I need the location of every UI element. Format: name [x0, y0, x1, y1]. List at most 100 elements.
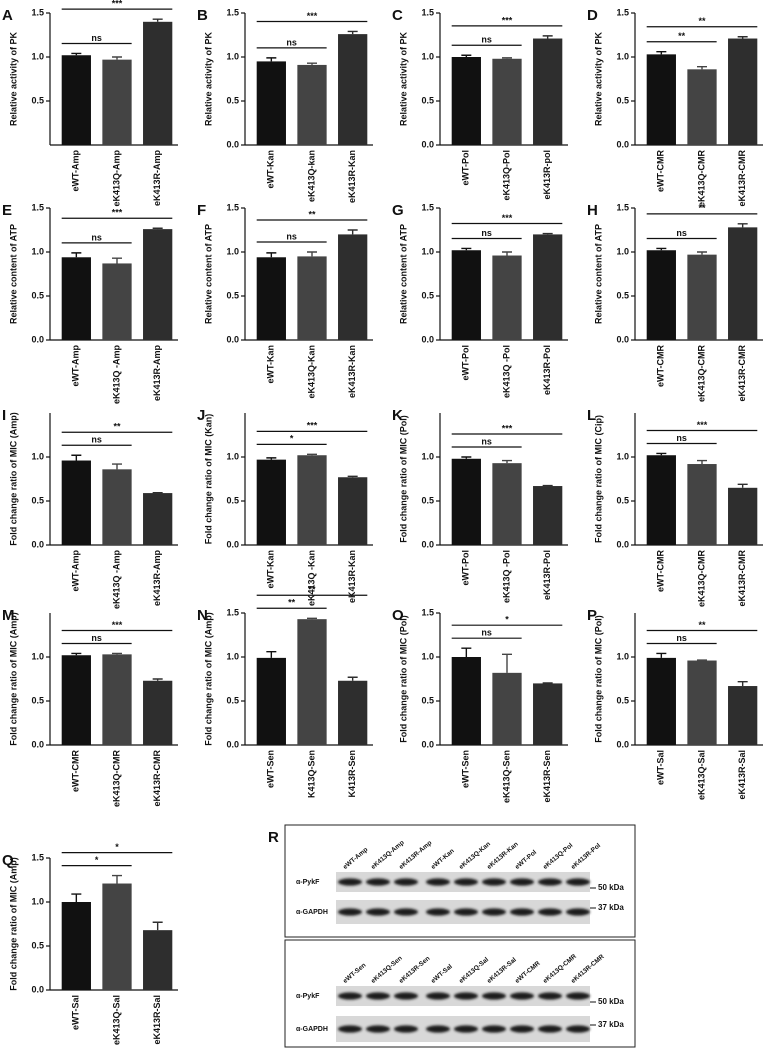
error-bar: [656, 652, 667, 658]
x-tick-label: eWT-Amp: [71, 345, 81, 387]
significance-label: ***: [697, 420, 708, 430]
y-tick-label: 1.5: [31, 202, 44, 212]
bar: [297, 619, 327, 745]
error-bar: [656, 452, 667, 456]
blot-band: [538, 992, 562, 1000]
y-axis-label: Fold change ratio of MIC (Kan): [203, 414, 213, 545]
error-bar: [502, 459, 512, 464]
y-tick-label: 0.0: [421, 334, 434, 344]
blot-band: [510, 1025, 534, 1033]
bar: [492, 255, 522, 340]
x-tick-label: eWT-Sal: [71, 995, 81, 1030]
y-tick-label: 1.0: [421, 51, 434, 61]
panel-letter: A: [2, 7, 13, 24]
error-bar: [737, 36, 748, 39]
x-tick-label: eWT-Sen: [266, 750, 276, 788]
significance-label: ***: [112, 0, 123, 9]
bar: [297, 64, 327, 145]
y-tick-label: 0.5: [421, 495, 434, 505]
error-bar: [542, 35, 553, 39]
significance-label: ns: [676, 228, 687, 238]
error-bar: [152, 678, 163, 681]
blot-band: [454, 992, 478, 1000]
x-tick-label: eK413R-Kan: [347, 550, 357, 603]
y-tick-label: 0.5: [421, 695, 434, 705]
y-tick-label: 1.0: [616, 451, 629, 461]
y-tick-label: 1.0: [616, 651, 629, 661]
y-tick-label: 0.5: [421, 95, 434, 105]
y-tick-label: 1.0: [616, 51, 629, 61]
y-tick-label: 1.0: [421, 651, 434, 661]
y-tick-label: 0.5: [226, 495, 239, 505]
x-tick-label: eK413R-Amp: [152, 550, 162, 607]
error-bar: [307, 617, 317, 620]
x-tick-label: eK413Q-CMR: [696, 345, 706, 403]
x-tick-label: eK413R-Pol: [542, 345, 552, 395]
bar: [687, 69, 717, 145]
panel-letter: C: [392, 7, 403, 24]
y-axis-label: Relative activity of PK: [593, 31, 603, 126]
blot-band: [338, 878, 362, 886]
bar: [61, 257, 91, 340]
y-axis-label: Relative activity of PK: [398, 31, 408, 126]
bar: [728, 686, 758, 745]
x-tick-label: eK413R-pol: [542, 150, 552, 200]
blot-band: [338, 992, 362, 1000]
y-tick-label: 0.0: [31, 739, 44, 749]
y-tick-label: 0.0: [31, 984, 44, 994]
bar: [256, 257, 286, 340]
row-label: α-PykF: [296, 879, 320, 886]
y-tick-label: 0.0: [31, 334, 44, 344]
error-bar: [307, 251, 317, 257]
error-bar: [152, 18, 163, 22]
marker-label: 50 kDa: [598, 997, 624, 1006]
y-tick-label: 1.5: [421, 607, 434, 617]
x-tick-label: eK413Q -Amp: [111, 345, 121, 405]
x-tick-label: eK413R-Sal: [152, 995, 162, 1045]
y-tick-label: 0.0: [226, 739, 239, 749]
y-tick-label: 1.0: [421, 451, 434, 461]
blot-band: [394, 908, 418, 916]
panel-letter: N: [197, 607, 208, 624]
lane-label: eWT-Kan: [430, 848, 456, 871]
bar: [646, 54, 676, 145]
x-tick-label: eWT-Amp: [71, 150, 81, 192]
y-axis-label: Relative activity of PK: [8, 31, 18, 126]
significance-label: ***: [112, 620, 123, 630]
blot-band: [566, 878, 590, 886]
x-tick-label: eWT-Pol: [461, 345, 471, 381]
error-bar: [152, 227, 163, 230]
y-tick-label: 0.5: [616, 495, 629, 505]
y-tick-label: 0.5: [31, 695, 44, 705]
y-tick-label: 0.5: [616, 95, 629, 105]
blot-band: [426, 992, 450, 1000]
significance-label: **: [308, 209, 316, 219]
x-tick-label: eWT-CMR: [656, 550, 666, 592]
y-tick-label: 1.0: [31, 896, 44, 906]
bar: [338, 477, 368, 545]
error-bar: [266, 252, 277, 258]
error-bar: [347, 676, 358, 681]
bar: [143, 680, 173, 745]
y-axis-label: Fold change ratio of MIC (Amp): [8, 857, 18, 991]
row-label: α-GAPDH: [296, 1026, 328, 1033]
bar: [102, 883, 132, 990]
y-tick-label: 0.5: [226, 695, 239, 705]
bar: [492, 672, 522, 745]
error-bar: [347, 30, 358, 35]
significance-label: ***: [307, 421, 318, 431]
panel-letter: M: [2, 607, 15, 624]
error-bar: [656, 247, 667, 251]
x-tick-label: eK413Q-CMR: [111, 750, 121, 808]
significance-label: ns: [286, 37, 297, 47]
y-tick-label: 1.0: [226, 51, 239, 61]
y-tick-label: 0.5: [31, 290, 44, 300]
y-tick-label: 0.0: [226, 539, 239, 549]
error-bar: [71, 893, 82, 902]
significance-label: ns: [91, 33, 102, 43]
blot-band: [394, 1025, 418, 1033]
x-tick-label: eK413Q-Sal: [696, 750, 706, 800]
significance-label: ns: [286, 231, 297, 241]
x-tick-label: eK413Q-Sal: [111, 995, 121, 1045]
blot-band: [482, 1025, 506, 1033]
